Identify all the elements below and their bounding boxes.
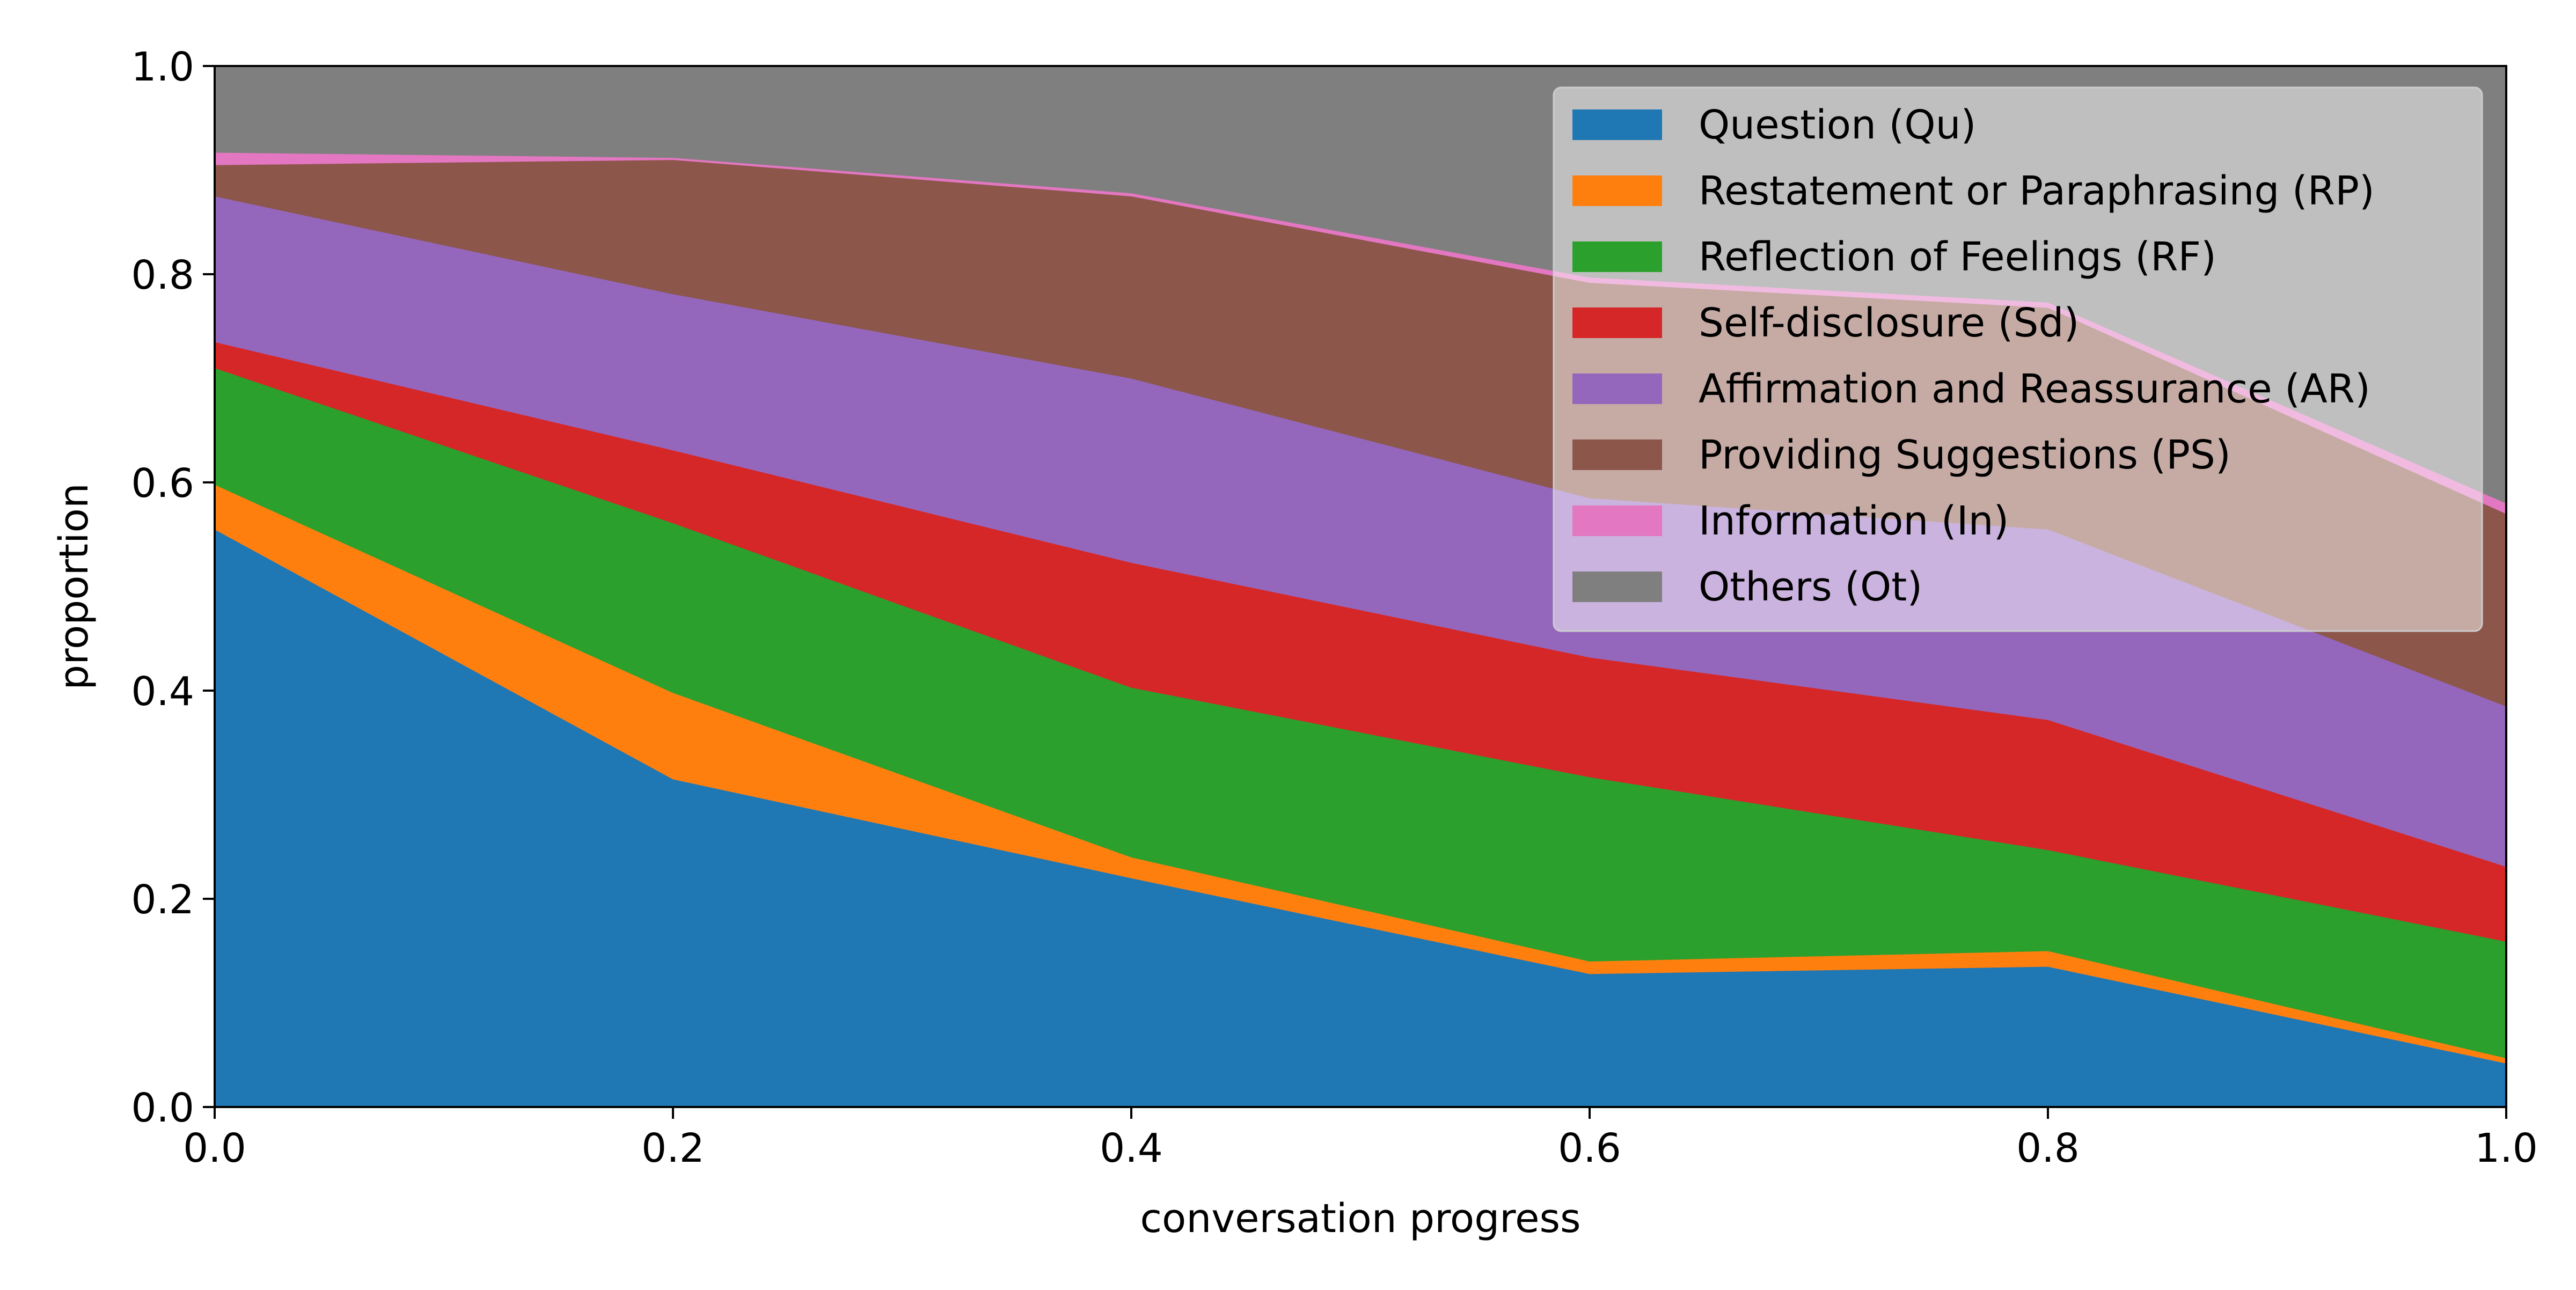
x-tick-label: 0.0 — [183, 1125, 246, 1171]
plot-frame — [214, 65, 2507, 1108]
y-axis-label: proportion — [51, 483, 97, 690]
x-tick-label: 1.0 — [2475, 1125, 2538, 1171]
x-tick-label: 0.6 — [1558, 1125, 1621, 1171]
x-axis-label: conversation progress — [1140, 1196, 1580, 1242]
y-tick-label: 0.2 — [131, 877, 194, 923]
legend-label: Reflection of Feelings (RF) — [1699, 234, 2216, 280]
x-tick-label: 0.2 — [641, 1125, 705, 1171]
legend-swatch — [1572, 109, 1662, 140]
y-tick-label: 0.8 — [131, 252, 194, 298]
y-tick-label: 1.0 — [131, 44, 194, 90]
legend-box — [1553, 86, 2483, 632]
legend-swatch — [1572, 241, 1662, 272]
legend-label: Information (In) — [1699, 498, 2009, 544]
legend-swatch — [1572, 505, 1662, 536]
y-tick-label: 0.6 — [131, 460, 194, 507]
y-tick-label: 0.4 — [131, 669, 194, 715]
legend-label: Question (Qu) — [1699, 102, 1976, 148]
legend-label: Self-disclosure (Sd) — [1699, 300, 2079, 346]
y-tick-label: 0.0 — [131, 1085, 194, 1131]
legend-swatch — [1572, 439, 1662, 470]
legend-swatch — [1572, 175, 1662, 206]
legend-label: Providing Suggestions (PS) — [1699, 432, 2231, 478]
legend-label: Restatement or Paraphrasing (RP) — [1699, 168, 2375, 214]
x-axis: 0.0 0.2 0.4 0.6 0.8 1.0 — [183, 1107, 2538, 1171]
legend-swatch — [1572, 373, 1662, 404]
x-tick-label: 0.8 — [2016, 1125, 2080, 1171]
legend-label: Others (Ot) — [1699, 564, 1922, 610]
legend-swatch — [1572, 307, 1662, 338]
legend-label: Affirmation and Reassurance (AR) — [1699, 366, 2370, 412]
x-tick-label: 0.4 — [1100, 1125, 1163, 1171]
areas-layer — [214, 65, 2507, 1108]
legend-swatch — [1572, 571, 1662, 602]
legend: Question (Qu) Restatement or Paraphrasing… — [1553, 86, 2483, 632]
y-axis: 0.0 0.2 0.4 0.6 0.8 1.0 — [131, 44, 215, 1131]
